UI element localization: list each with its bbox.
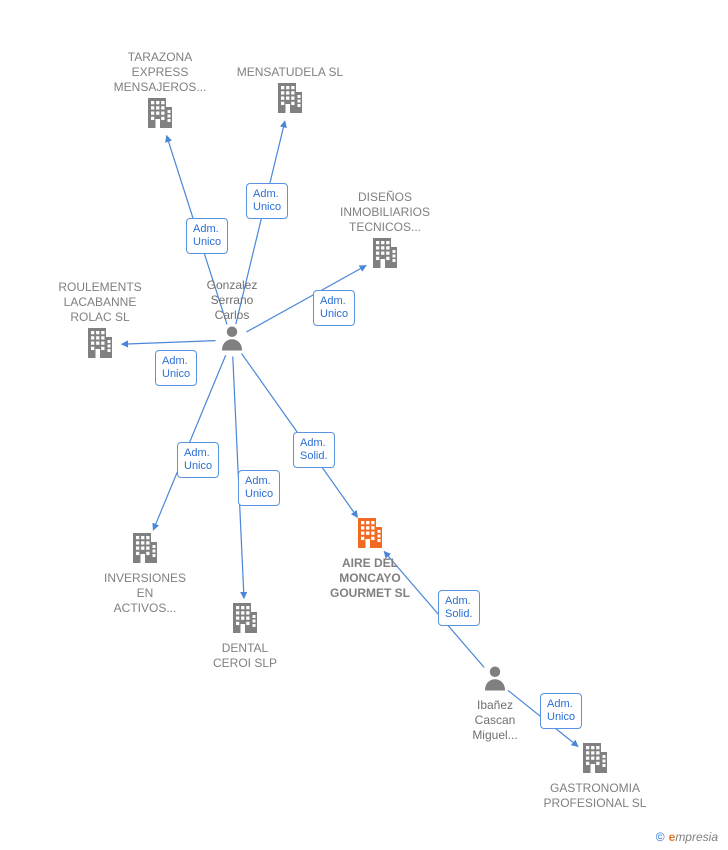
building-icon	[577, 740, 613, 781]
node-dental[interactable]: DENTAL CEROI SLP	[175, 600, 315, 671]
node-label: ROULEMENTS LACABANNE ROLAC SL	[30, 280, 170, 325]
building-icon	[367, 235, 403, 276]
building-icon	[142, 95, 178, 136]
node-label: Gonzalez Serrano Carlos	[162, 278, 302, 323]
edge-label-gonzalez-inversiones: Adm. Unico	[177, 442, 219, 478]
edge-label-gonzalez-roulements: Adm. Unico	[155, 350, 197, 386]
node-label: MENSATUDELA SL	[220, 65, 360, 80]
node-roulements[interactable]: ROULEMENTS LACABANNE ROLAC SL	[30, 280, 170, 366]
node-label: DISEÑOS INMOBILIARIOS TECNICOS...	[315, 190, 455, 235]
edge-label-gonzalez-aire: Adm. Solid.	[293, 432, 335, 468]
node-label: AIRE DEL MONCAYO GOURMET SL	[300, 556, 440, 601]
brand-rest: mpresia	[675, 830, 718, 844]
edge-label-ibanez-gastronomia: Adm. Unico	[540, 693, 582, 729]
copyright-symbol: ©	[656, 830, 665, 844]
node-label: GASTRONOMIA PROFESIONAL SL	[525, 781, 665, 811]
building-icon	[227, 600, 263, 641]
copyright: ©empresia	[656, 830, 718, 844]
building-icon	[82, 325, 118, 366]
edge-label-gonzalez-disenos: Adm. Unico	[313, 290, 355, 326]
edge-label-ibanez-aire: Adm. Solid.	[438, 590, 480, 626]
node-label: DENTAL CEROI SLP	[175, 641, 315, 671]
node-gastronomia[interactable]: GASTRONOMIA PROFESIONAL SL	[525, 740, 665, 811]
building-icon	[272, 80, 308, 121]
node-mensatudela[interactable]: MENSATUDELA SL	[220, 65, 360, 121]
node-label: TARAZONA EXPRESS MENSAJEROS...	[90, 50, 230, 95]
edge-label-gonzalez-tarazona: Adm. Unico	[186, 218, 228, 254]
edge-label-gonzalez-dental: Adm. Unico	[238, 470, 280, 506]
person-icon	[217, 323, 247, 358]
building-icon	[127, 530, 163, 571]
node-aire[interactable]: AIRE DEL MONCAYO GOURMET SL	[300, 515, 440, 601]
node-gonzalez[interactable]: Gonzalez Serrano Carlos	[162, 278, 302, 358]
building-icon	[352, 515, 388, 556]
node-disenos[interactable]: DISEÑOS INMOBILIARIOS TECNICOS...	[315, 190, 455, 276]
person-icon	[480, 663, 510, 698]
node-tarazona[interactable]: TARAZONA EXPRESS MENSAJEROS...	[90, 50, 230, 136]
edge-label-gonzalez-mensatudela: Adm. Unico	[246, 183, 288, 219]
